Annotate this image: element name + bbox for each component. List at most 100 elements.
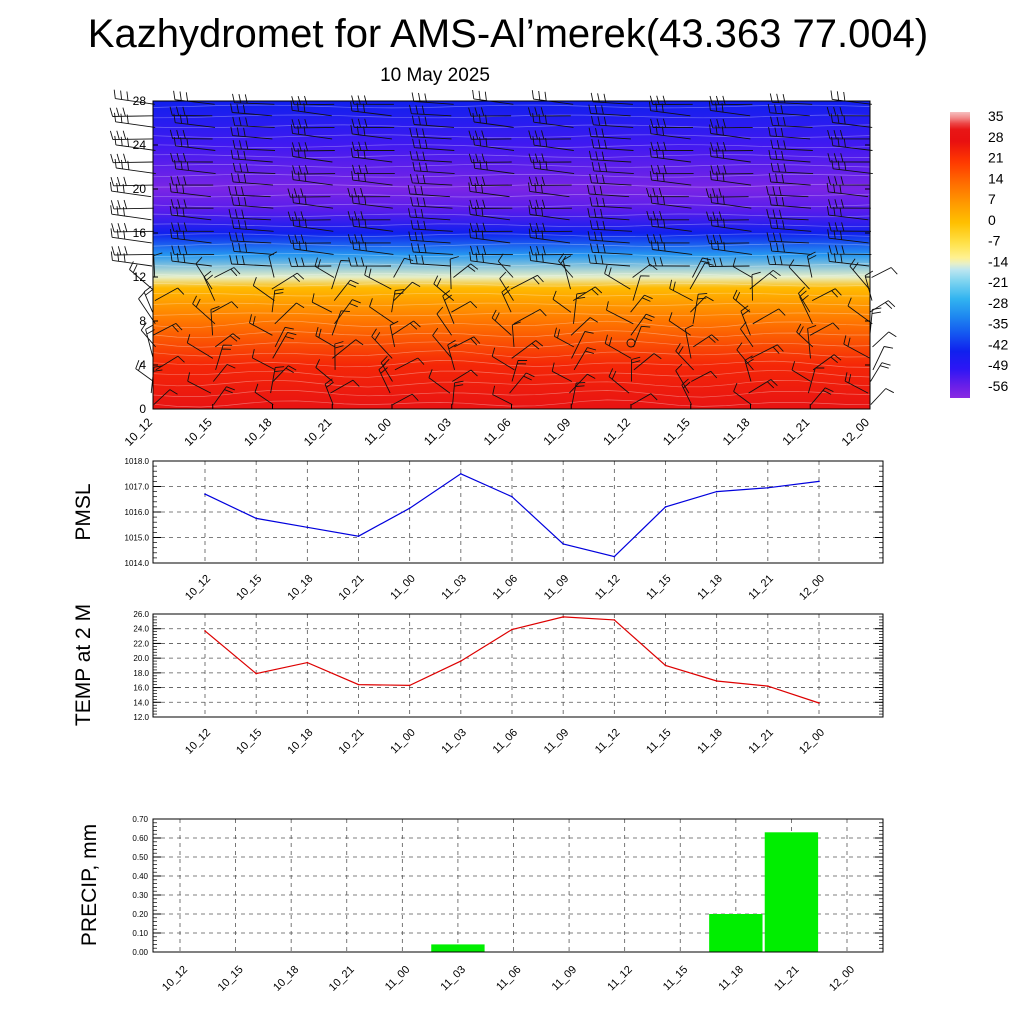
- wind-barb: [827, 129, 870, 140]
- xtick-label: 11_00: [388, 727, 418, 757]
- colorbar: 35 28 21 14 7 0 -7 -14 -21 -28 -35 -42 -49 -56: [950, 108, 1008, 398]
- wind-barb: [468, 130, 512, 140]
- ytick-label: 0.00: [132, 948, 148, 957]
- wind-barb: [587, 231, 630, 244]
- xtick-label: 11_06: [491, 727, 521, 757]
- wind-barb: [292, 216, 334, 232]
- xtick-label: 10_15: [234, 727, 264, 757]
- wind-barb: [528, 182, 570, 198]
- wind-barb: [110, 153, 154, 164]
- wind-barb: [587, 208, 630, 221]
- wind-barb: [111, 246, 155, 256]
- wind-barb: [798, 286, 811, 313]
- wind-barb: [710, 141, 754, 152]
- wind-barb: [532, 136, 574, 151]
- data-point: [767, 685, 769, 687]
- wind-barb: [468, 107, 512, 117]
- wind-barb: [708, 101, 751, 117]
- wind-barb: [675, 363, 690, 394]
- wind-barb: [351, 171, 393, 186]
- wind-barb: [675, 343, 694, 371]
- data-point: [460, 472, 462, 475]
- wind-barb: [391, 289, 405, 313]
- data-point: [715, 680, 718, 682]
- wind-barb: [110, 228, 152, 244]
- wind-barb: [214, 267, 241, 278]
- data-point: [613, 619, 616, 621]
- data-point: [306, 526, 309, 529]
- wind-barb: [473, 159, 515, 175]
- data-point: [357, 535, 360, 538]
- wind-barb: [352, 240, 394, 255]
- heatmap-xtick-label: 11_21: [780, 415, 813, 448]
- bar: [764, 832, 819, 952]
- wind-barb: [412, 161, 455, 175]
- wind-barb: [827, 176, 871, 186]
- wind-barb: [453, 263, 479, 278]
- wind-barb: [750, 344, 784, 359]
- wind-barb: [871, 267, 898, 278]
- wind-barb: [690, 296, 714, 313]
- contour-line: [152, 114, 871, 119]
- wind-barb: [770, 139, 813, 151]
- xtick-label: 11_15: [661, 964, 691, 994]
- wind-barb: [350, 101, 392, 117]
- wind-barb: [114, 135, 156, 151]
- wind-barb: [408, 254, 451, 267]
- chart-title: Kazhydromet for AMS-Al’merek(43.363 77.0…: [87, 12, 929, 56]
- wind-barb: [410, 197, 453, 209]
- wind-barb: [752, 308, 786, 325]
- wind-barb: [135, 360, 154, 382]
- wind-barb: [826, 106, 870, 117]
- wind-barb: [809, 322, 840, 336]
- wind-barb: [589, 173, 632, 186]
- wind-barb: [511, 340, 544, 359]
- xtick-label: 11_12: [593, 727, 623, 757]
- wind-barb: [510, 274, 544, 290]
- ytick-label: 0.40: [132, 872, 148, 881]
- xtick-label: 11_06: [494, 964, 524, 994]
- contour-line: [152, 369, 871, 378]
- wind-barb: [110, 251, 153, 267]
- xtick-label: 10_12: [183, 573, 213, 603]
- wind-barb: [531, 90, 574, 105]
- wind-barb: [171, 222, 214, 232]
- wind-barb: [364, 266, 392, 290]
- wind-barb: [631, 356, 641, 382]
- wind-barb: [681, 378, 692, 405]
- wind-barb: [407, 185, 450, 198]
- wind-barb: [826, 182, 869, 198]
- wind-barb: [706, 234, 750, 244]
- wind-barb: [351, 194, 393, 209]
- wind-barb: [630, 294, 653, 313]
- wind-barb: [291, 118, 335, 129]
- wind-barb: [270, 366, 285, 394]
- contour-line: [152, 312, 871, 317]
- colorbar-label: -14: [988, 253, 1008, 269]
- wind-barb: [733, 382, 752, 405]
- precip-chart: 0.00 0.10 0.20 0.30 0.40 0.50 0.60 0.70 10_12 10_…: [78, 815, 884, 994]
- wind-barb: [274, 326, 294, 348]
- wind-barb: [684, 324, 694, 359]
- ytick-label: 0.50: [132, 853, 148, 862]
- xtick-label: 11_00: [383, 964, 413, 994]
- wind-barb: [232, 162, 276, 175]
- wind-barb: [649, 171, 692, 186]
- wind-barb: [589, 220, 633, 232]
- wind-barb: [766, 209, 809, 221]
- wind-barb: [497, 253, 514, 278]
- wind-barb: [428, 369, 451, 394]
- xtick-label: 12_00: [797, 573, 827, 603]
- data-point: [562, 543, 564, 545]
- wind-barb: [332, 339, 364, 359]
- data-point: [408, 684, 411, 687]
- wind-barb: [710, 216, 752, 232]
- wind-barb: [228, 186, 271, 198]
- wind-barb: [442, 290, 455, 324]
- wind-barb: [232, 139, 276, 151]
- wind-barb: [872, 346, 894, 371]
- wind-barb: [869, 300, 896, 313]
- colorbar-label: 7: [988, 191, 996, 207]
- wind-barb: [769, 242, 812, 255]
- wind-barb: [170, 229, 212, 244]
